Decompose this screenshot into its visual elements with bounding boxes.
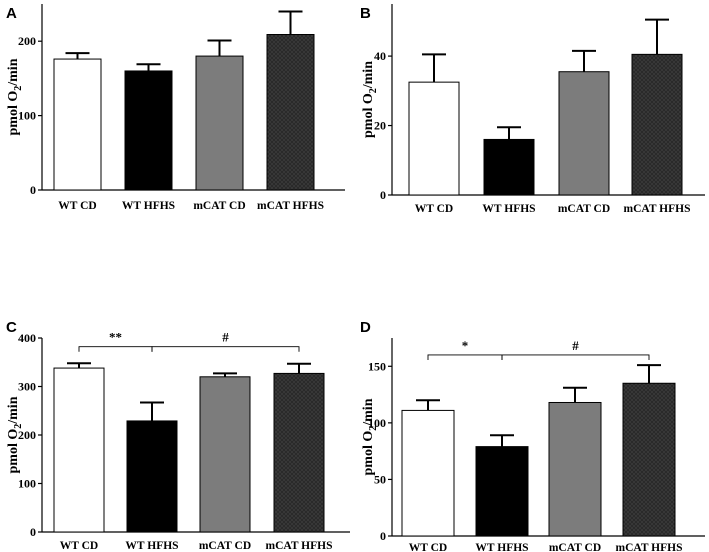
y-axis-label-unit: /min: [361, 61, 376, 89]
y-tick-label: 300: [18, 380, 36, 394]
significance-label: #: [572, 338, 579, 353]
y-axis-label-subscript: 2: [368, 88, 379, 93]
y-tick-label: 0: [380, 529, 386, 543]
bar-mcat-hfhs: [622, 382, 676, 537]
bar-wt-hfhs: [475, 446, 529, 537]
bar-mcat-hfhs: [273, 372, 325, 533]
y-axis-label-subscript: 2: [13, 424, 24, 429]
category-label: mCAT HFHS: [624, 203, 691, 215]
y-tick-label: 0: [30, 525, 36, 539]
category-label: mCAT CD: [549, 542, 601, 552]
y-axis-label-unit: /min: [6, 396, 21, 424]
category-label: WT HFHS: [482, 203, 535, 215]
bar-mcat-cd: [195, 55, 244, 191]
y-axis-label: pmol O2/min: [6, 396, 24, 473]
bar-mcat-cd: [548, 401, 602, 537]
bar-mcat-hfhs: [631, 53, 683, 196]
bar-mcat-cd: [558, 71, 610, 196]
panel-a: A 0 100 200 pmol O2/min WT CD WT HFHS mCAT CD mC…: [6, 4, 345, 212]
y-tick-label: 0: [380, 188, 386, 202]
y-axis-label: pmol O2/min: [6, 58, 24, 135]
bar-wt-hfhs: [126, 420, 178, 533]
y-axis-label-base: pmol O: [361, 431, 376, 476]
y-tick-label: 50: [374, 472, 386, 486]
panel-c: C 0 100 200 300 400 pmol O2/min WT CD WT HFHS mCA…: [6, 319, 350, 552]
y-axis-label-base: pmol O: [6, 91, 21, 136]
y-tick-label: 100: [18, 109, 36, 123]
significance-label: *: [462, 338, 469, 353]
category-label: WT HFHS: [122, 200, 175, 212]
significance-bracket: [78, 346, 153, 352]
y-tick-label: 150: [368, 359, 386, 373]
bar-wt-hfhs: [483, 138, 535, 196]
category-label: mCAT CD: [193, 200, 245, 212]
category-label: WT HFHS: [125, 540, 178, 552]
category-label: mCAT CD: [558, 203, 610, 215]
y-axis-label: pmol O2/min: [361, 61, 379, 138]
category-label: WT CD: [415, 203, 453, 215]
significance-bracket: [427, 354, 503, 360]
y-axis-label-subscript: 2: [368, 426, 379, 431]
bar-mcat-hfhs: [266, 34, 315, 191]
panel-label: B: [360, 5, 371, 22]
bar-wt-cd: [408, 81, 460, 196]
panel-label: D: [360, 319, 371, 336]
bar-wt-cd: [53, 58, 102, 191]
panel-label: C: [6, 319, 17, 336]
bar-wt-cd: [401, 409, 455, 537]
y-axis-label-unit: /min: [6, 58, 21, 86]
y-tick-label: 200: [18, 428, 36, 442]
panel-d: D 0 50 100 150 pmol O2/min WT CD WT HFHS mCAT CD…: [360, 319, 705, 552]
category-label: WT HFHS: [475, 542, 528, 552]
y-axis-label: pmol O2/min: [361, 398, 379, 475]
category-label: mCAT HFHS: [257, 200, 324, 212]
significance-label: **: [109, 330, 122, 345]
category-label: WT CD: [409, 542, 447, 552]
significance-bracket: [501, 354, 650, 360]
y-tick-label: 400: [18, 331, 36, 345]
category-label: WT CD: [60, 540, 98, 552]
y-axis-label-base: pmol O: [6, 429, 21, 474]
y-axis-label-unit: /min: [361, 398, 376, 426]
y-tick-label: 40: [374, 49, 386, 63]
significance-bracket: [151, 346, 300, 352]
y-tick-label: 200: [18, 34, 36, 48]
bar-wt-hfhs: [124, 70, 173, 191]
y-tick-label: 100: [18, 477, 36, 491]
y-axis-label-base: pmol O: [361, 93, 376, 138]
significance-label: #: [222, 330, 229, 345]
y-axis-label-subscript: 2: [13, 86, 24, 91]
y-tick-label: 100: [368, 416, 386, 430]
category-label: WT CD: [58, 200, 96, 212]
panel-label: A: [6, 5, 17, 22]
bar-wt-cd: [53, 367, 105, 533]
category-label: mCAT HFHS: [616, 542, 683, 552]
y-tick-label: 0: [30, 183, 36, 197]
y-tick-label: 20: [374, 119, 386, 133]
category-label: mCAT CD: [199, 540, 251, 552]
category-label: mCAT HFHS: [266, 540, 333, 552]
bar-mcat-cd: [199, 376, 251, 533]
